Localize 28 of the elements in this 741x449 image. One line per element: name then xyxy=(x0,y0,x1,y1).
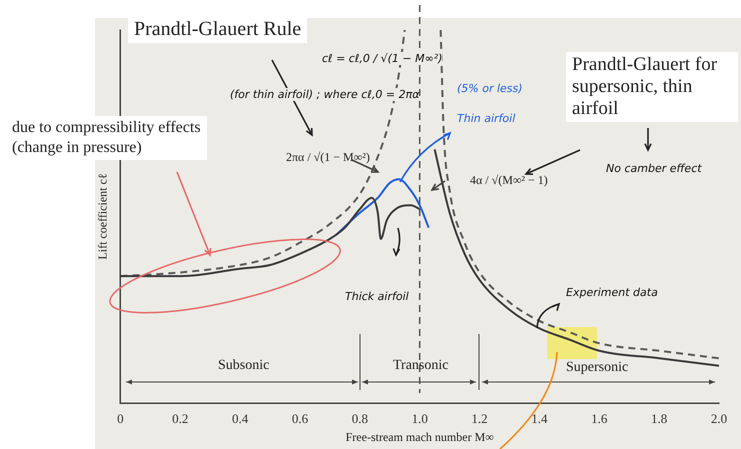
annotation: Transonic xyxy=(393,358,448,374)
chart-title: Prandtl-Glauert Rule xyxy=(128,16,308,43)
annotation: Experiment data xyxy=(566,286,658,299)
x-tick-label: 1.0 xyxy=(412,411,428,426)
annotation: 4α / √(M∞² − 1) xyxy=(470,173,548,188)
annotation: No camber effect xyxy=(606,162,702,175)
annotation: (for thin airfoil) ; where cℓ,0 = 2πα xyxy=(230,88,420,101)
x-tick-label: 1.2 xyxy=(471,411,488,426)
annotation: Prandtl-Glauert for supersonic, thin airfoil xyxy=(566,52,738,122)
x-axis-title: Free-stream mach number M∞ xyxy=(346,430,494,444)
x-tick-label: 0 xyxy=(117,411,124,426)
x-tick-label: 0.2 xyxy=(172,411,188,426)
y-axis-title: Lift coefficient cℓ xyxy=(95,173,110,260)
annotation: Subsonic xyxy=(218,358,270,374)
x-tick-label: 2.0 xyxy=(710,411,728,426)
x-tick-label: 1.8 xyxy=(651,411,668,426)
x-tick-label: 0.8 xyxy=(352,411,368,426)
annotation: Thick airfoil xyxy=(345,290,409,303)
annotation: due to compressibility effects (change in pressure) xyxy=(6,116,207,160)
x-tick-label: 1.6 xyxy=(591,411,608,426)
x-tick-label: 0.4 xyxy=(232,411,249,426)
x-tick-label: 1.4 xyxy=(531,411,548,426)
annotation: (5% or less) xyxy=(457,82,523,95)
annotation: Thin airfoil xyxy=(457,112,516,125)
annotation: 2πα / √(1 − M∞²) xyxy=(286,150,370,165)
x-tick-label: 0.6 xyxy=(292,411,309,426)
annotation: cℓ = cℓ,0 / √(1 − M∞²) xyxy=(322,52,442,65)
annotation: Supersonic xyxy=(566,360,628,376)
